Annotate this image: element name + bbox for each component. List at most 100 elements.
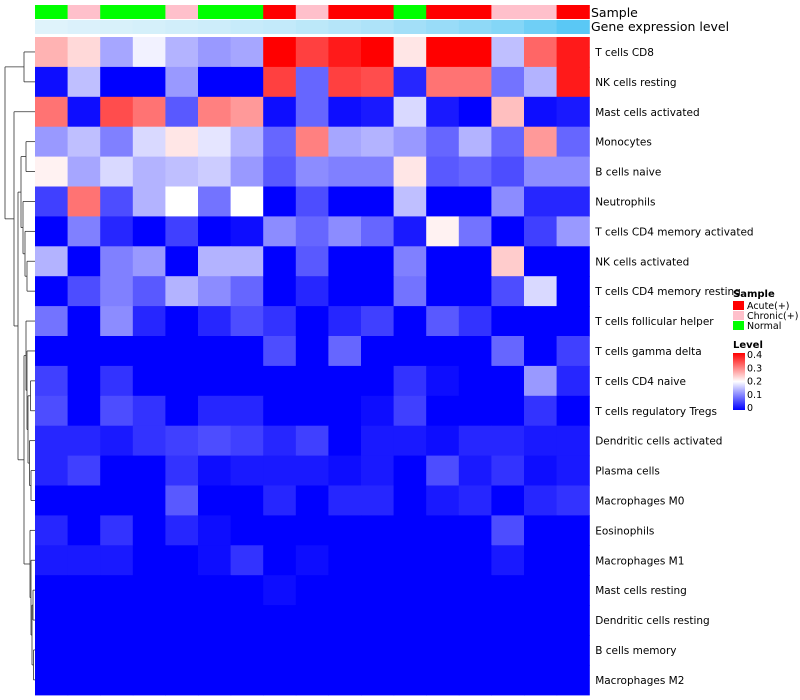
heatmap-cell	[132, 216, 166, 247]
sample-annotation-cell	[393, 5, 427, 19]
row-label: Mast cells activated	[595, 107, 699, 119]
heatmap-cell	[491, 126, 525, 158]
heatmap-cell	[393, 545, 427, 576]
heatmap-cell	[132, 336, 166, 367]
sample-legend-title: Sample	[733, 289, 775, 300]
sample-annotation-cell	[165, 5, 199, 19]
sample-annotation-cell	[198, 5, 232, 19]
heatmap-cell	[556, 66, 590, 98]
heatmap-cell	[67, 664, 101, 696]
heatmap-cell	[198, 246, 232, 277]
heatmap-cell	[35, 246, 69, 277]
heatmap-cell	[556, 156, 590, 188]
heatmap-cell	[361, 336, 395, 367]
heatmap-cell	[393, 66, 427, 98]
heatmap-cell	[458, 575, 492, 606]
heatmap-cell	[328, 216, 362, 247]
heatmap-cell	[491, 246, 525, 277]
heatmap-cell	[491, 216, 525, 247]
heatmap-cell	[295, 545, 329, 576]
sample-legend-label: Acute(+)	[747, 301, 790, 312]
heatmap-cell	[556, 425, 590, 457]
heatmap-cell	[198, 515, 232, 546]
level-legend-tick: 0.2	[747, 377, 762, 388]
heatmap-cell	[132, 186, 166, 217]
heatmap-cell	[132, 605, 166, 636]
heatmap-cell	[556, 545, 590, 576]
heatmap-cell	[361, 126, 395, 158]
heatmap-cell	[230, 306, 264, 337]
heatmap-cell	[328, 425, 362, 457]
heatmap-cell	[295, 664, 329, 696]
heatmap-cell	[295, 395, 329, 427]
heatmap-cell	[35, 336, 69, 367]
heatmap-cell	[35, 126, 69, 158]
row-label: Neutrophils	[595, 196, 655, 208]
heatmap-cell	[132, 515, 166, 546]
gene-expression-cell	[230, 20, 264, 34]
level-legend-tick: 0.1	[747, 390, 762, 401]
heatmap-cell	[361, 216, 395, 247]
heatmap-cell	[263, 575, 297, 606]
heatmap-cell	[295, 425, 329, 457]
heatmap-cell	[165, 216, 199, 247]
heatmap-cell	[198, 485, 232, 516]
heatmap-cell	[491, 545, 525, 576]
heatmap-cell	[458, 485, 492, 516]
heatmap-cell	[458, 635, 492, 666]
sample-legend-label: Normal	[747, 321, 781, 332]
heatmap-cell	[198, 545, 232, 576]
heatmap-cell	[67, 246, 101, 277]
heatmap-cell	[328, 126, 362, 158]
heatmap-cell	[491, 635, 525, 666]
heatmap-cell	[132, 635, 166, 666]
heatmap-cell	[132, 485, 166, 516]
heatmap-cell	[524, 425, 558, 457]
row-label: Mast cells resting	[595, 585, 687, 597]
heatmap-cell	[361, 276, 395, 307]
heatmap-cell	[165, 635, 199, 666]
row-label: Dendritic cells resting	[595, 615, 710, 627]
heatmap-cell	[295, 485, 329, 516]
heatmap-cell	[458, 306, 492, 337]
heatmap-cell	[524, 515, 558, 546]
sample-annotation-cell	[35, 5, 69, 19]
heatmap-cell	[198, 395, 232, 427]
gene-expression-cell	[263, 20, 297, 34]
heatmap-cell	[328, 605, 362, 636]
heatmap-cell	[198, 156, 232, 188]
heatmap-cell	[458, 156, 492, 188]
level-color-scale	[733, 353, 745, 410]
heatmap-cell	[328, 455, 362, 487]
heatmap-cell	[67, 156, 101, 188]
row-label: T cells CD4 naive	[594, 376, 686, 388]
heatmap-cell	[230, 216, 264, 247]
heatmap-cell	[165, 126, 199, 158]
heatmap-cell	[263, 37, 297, 68]
heatmap-cell	[458, 216, 492, 247]
heatmap-cell	[524, 37, 558, 68]
heatmap-cell	[67, 66, 101, 98]
heatmap-cell	[458, 276, 492, 307]
heatmap-cell	[35, 545, 69, 576]
heatmap-cell	[328, 96, 362, 128]
heatmap-cell	[556, 186, 590, 217]
heatmap-cell	[165, 37, 199, 68]
heatmap-cell	[35, 635, 69, 666]
heatmap-cell	[263, 126, 297, 158]
heatmap-cell	[295, 635, 329, 666]
sample-annotation-cell	[230, 5, 264, 19]
heatmap-cell	[100, 96, 134, 128]
heatmap-cell	[393, 96, 427, 128]
heatmap-cell	[328, 156, 362, 188]
heatmap-cell	[491, 455, 525, 487]
heatmap-cell	[132, 276, 166, 307]
heatmap-cell	[393, 216, 427, 247]
heatmap-cell	[100, 37, 134, 68]
heatmap-cell	[230, 96, 264, 128]
heatmap-cell	[198, 186, 232, 217]
heatmap-cell	[100, 485, 134, 516]
heatmap-cell	[524, 66, 558, 98]
heatmap-cell	[67, 425, 101, 457]
heatmap-cell	[295, 276, 329, 307]
